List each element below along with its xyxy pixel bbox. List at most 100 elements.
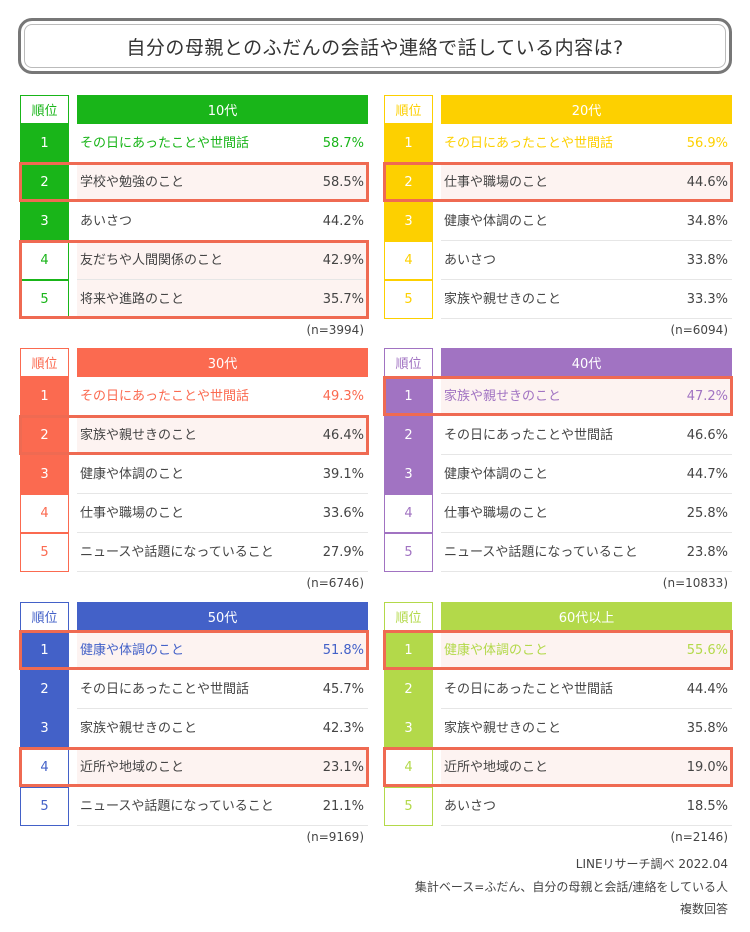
row-value: 34.8%	[686, 214, 728, 229]
row-highlight-background	[77, 241, 368, 280]
row-value: 23.1%	[322, 760, 364, 775]
row-value: 58.7%	[322, 136, 364, 151]
table-row: 5 家族や親せきのこと 33.3%	[384, 280, 732, 319]
rank-cell: 4	[20, 494, 69, 533]
table-row: 5 ニュースや話題になっていること 21.1%	[20, 787, 368, 826]
rank-cell: 4	[384, 748, 433, 787]
row-separator	[441, 532, 732, 533]
table-row: 2 その日にあったことや世間話 44.4%	[384, 670, 732, 709]
rank-cell: 3	[20, 709, 69, 748]
table-row: 2 家族や親せきのこと 46.4%	[20, 416, 368, 455]
row-highlight-background	[77, 748, 368, 787]
rank-cell: 1	[384, 631, 433, 670]
table-row: 3 健康や体調のこと 34.8%	[384, 202, 732, 241]
row-separator	[441, 708, 732, 709]
table-row: 4 近所や地域のこと 23.1%	[20, 748, 368, 787]
title-box: 自分の母親とのふだんの会話や連絡で話している内容は?	[18, 18, 732, 74]
sample-size: (n=6094)	[670, 323, 728, 337]
row-highlight-background	[77, 280, 368, 319]
table-row: 5 将来や進路のこと 35.7%	[20, 280, 368, 319]
row-value: 23.8%	[686, 545, 728, 560]
row-label: ニュースや話題になっていること	[444, 545, 638, 560]
table-row: 2 仕事や職場のこと 44.6%	[384, 163, 732, 202]
rank-cell: 5	[20, 787, 69, 826]
rank-cell: 3	[20, 455, 69, 494]
row-highlight-background	[441, 377, 732, 416]
rank-header: 順位	[384, 348, 433, 377]
rank-cell: 4	[20, 241, 69, 280]
rank-cell: 1	[384, 124, 433, 163]
row-label: 家族や親せきのこと	[444, 292, 562, 307]
age-group-header: 30代	[77, 348, 368, 377]
rank-cell: 3	[384, 709, 433, 748]
row-value: 33.3%	[686, 292, 728, 307]
row-value: 25.8%	[686, 506, 728, 521]
row-value: 39.1%	[322, 467, 364, 482]
rank-cell: 4	[384, 241, 433, 280]
rank-cell: 3	[384, 202, 433, 241]
sample-size: (n=10833)	[662, 576, 728, 590]
rank-cell: 1	[384, 377, 433, 416]
rank-header: 順位	[20, 602, 69, 631]
rank-cell: 3	[20, 202, 69, 241]
rank-header: 順位	[20, 348, 69, 377]
rank-header: 順位	[384, 95, 433, 124]
row-separator	[441, 279, 732, 280]
age-group-header: 20代	[441, 95, 732, 124]
row-label: 健康や体調のこと	[444, 643, 549, 658]
table-row: 4 友だちや人間関係のこと 42.9%	[20, 241, 368, 280]
row-label: 近所や地域のこと	[80, 760, 185, 775]
row-label: あいさつ	[444, 799, 497, 814]
rank-cell: 2	[384, 670, 433, 709]
table-row: 4 近所や地域のこと 19.0%	[384, 748, 732, 787]
row-value: 44.4%	[686, 682, 728, 697]
table-row: 3 家族や親せきのこと 42.3%	[20, 709, 368, 748]
table-row: 1 健康や体調のこと 51.8%	[20, 631, 368, 670]
row-label: 仕事や職場のこと	[444, 506, 549, 521]
row-label: 家族や親せきのこと	[80, 721, 198, 736]
rank-cell: 3	[384, 455, 433, 494]
row-value: 44.7%	[686, 467, 728, 482]
row-label: 学校や勉強のこと	[80, 175, 185, 190]
row-separator	[77, 708, 368, 709]
sample-size: (n=9169)	[306, 830, 364, 844]
row-highlight-background	[441, 163, 732, 202]
row-value: 55.6%	[686, 643, 728, 658]
rank-cell: 1	[20, 631, 69, 670]
row-label: その日にあったことや世間話	[80, 682, 250, 697]
table-row: 2 その日にあったことや世間話 46.6%	[384, 416, 732, 455]
row-value: 42.3%	[322, 721, 364, 736]
table-row: 3 あいさつ 44.2%	[20, 202, 368, 241]
page-title: 自分の母親とのふだんの会話や連絡で話している内容は?	[126, 36, 624, 59]
row-value: 46.6%	[686, 428, 728, 443]
row-highlight-background	[77, 163, 368, 202]
table-row: 4 あいさつ 33.8%	[384, 241, 732, 280]
rank-cell: 2	[20, 163, 69, 202]
rank-header: 順位	[20, 95, 69, 124]
row-label: 家族や親せきのこと	[444, 721, 562, 736]
row-separator	[441, 825, 732, 826]
row-highlight-background	[441, 631, 732, 670]
footer-base: 集計ベース=ふだん、自分の母親と会話/連絡をしている人	[414, 880, 728, 894]
row-value: 21.1%	[322, 799, 364, 814]
row-separator	[441, 318, 732, 319]
rank-cell: 5	[20, 533, 69, 572]
table-row: 3 家族や親せきのこと 35.8%	[384, 709, 732, 748]
row-label: その日にあったことや世間話	[80, 389, 250, 404]
row-label: 友だちや人間関係のこと	[80, 253, 224, 268]
row-label: その日にあったことや世間話	[444, 682, 614, 697]
age-group-header: 50代	[77, 602, 368, 631]
rank-cell: 5	[384, 280, 433, 319]
rank-cell: 2	[384, 416, 433, 455]
row-value: 58.5%	[322, 175, 364, 190]
table-row: 3 健康や体調のこと 44.7%	[384, 455, 732, 494]
ranking-panel-60s-plus: 順位 60代以上 1 健康や体調のこと 55.6% 2 その日にあったことや世間話 44.4%…	[383, 602, 733, 847]
row-value: 49.3%	[322, 389, 364, 404]
row-label: 健康や体調のこと	[444, 214, 549, 229]
rank-cell: 5	[20, 280, 69, 319]
table-row: 2 学校や勉強のこと 58.5%	[20, 163, 368, 202]
row-value: 33.8%	[686, 253, 728, 268]
rank-cell: 2	[20, 416, 69, 455]
row-label: 近所や地域のこと	[444, 760, 549, 775]
row-value: 19.0%	[686, 760, 728, 775]
